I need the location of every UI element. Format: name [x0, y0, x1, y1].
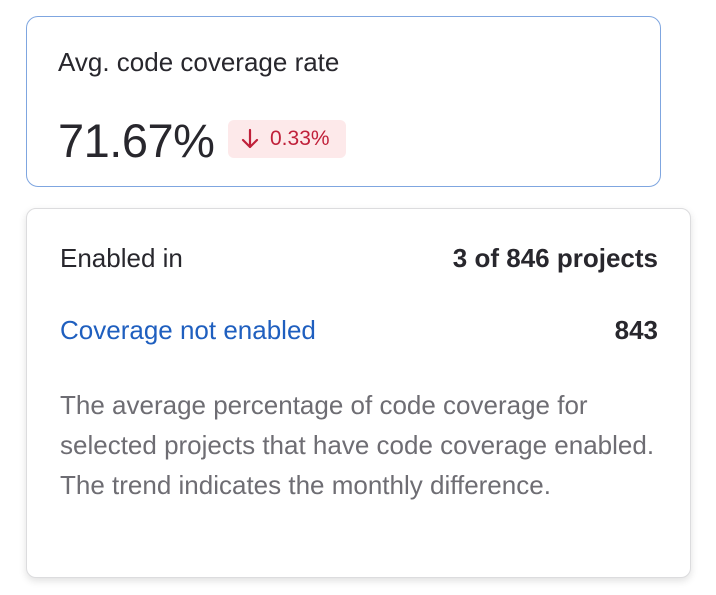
metric-card: Avg. code coverage rate 71.67% 0.33%	[26, 16, 661, 187]
popover: Enabled in 3 of 846 projects Coverage no…	[26, 208, 691, 578]
not-enabled-link[interactable]: Coverage not enabled	[60, 315, 316, 345]
metric-value: 71.67%	[58, 114, 215, 167]
trend-value: 0.33%	[270, 127, 330, 150]
down-arrow-icon	[241, 128, 259, 149]
card-title: Avg. code coverage rate	[58, 47, 340, 77]
enabled-value: 3 of 846 projects	[452, 243, 658, 273]
enabled-label: Enabled in	[60, 243, 183, 273]
not-enabled-value: 843	[614, 315, 658, 345]
description: The average percentage of code coverage …	[60, 390, 655, 500]
trend-badge: 0.33%	[228, 120, 346, 158]
not-enabled-row: Coverage not enabled 843	[60, 315, 658, 346]
enabled-row: Enabled in 3 of 846 projects	[60, 243, 658, 274]
